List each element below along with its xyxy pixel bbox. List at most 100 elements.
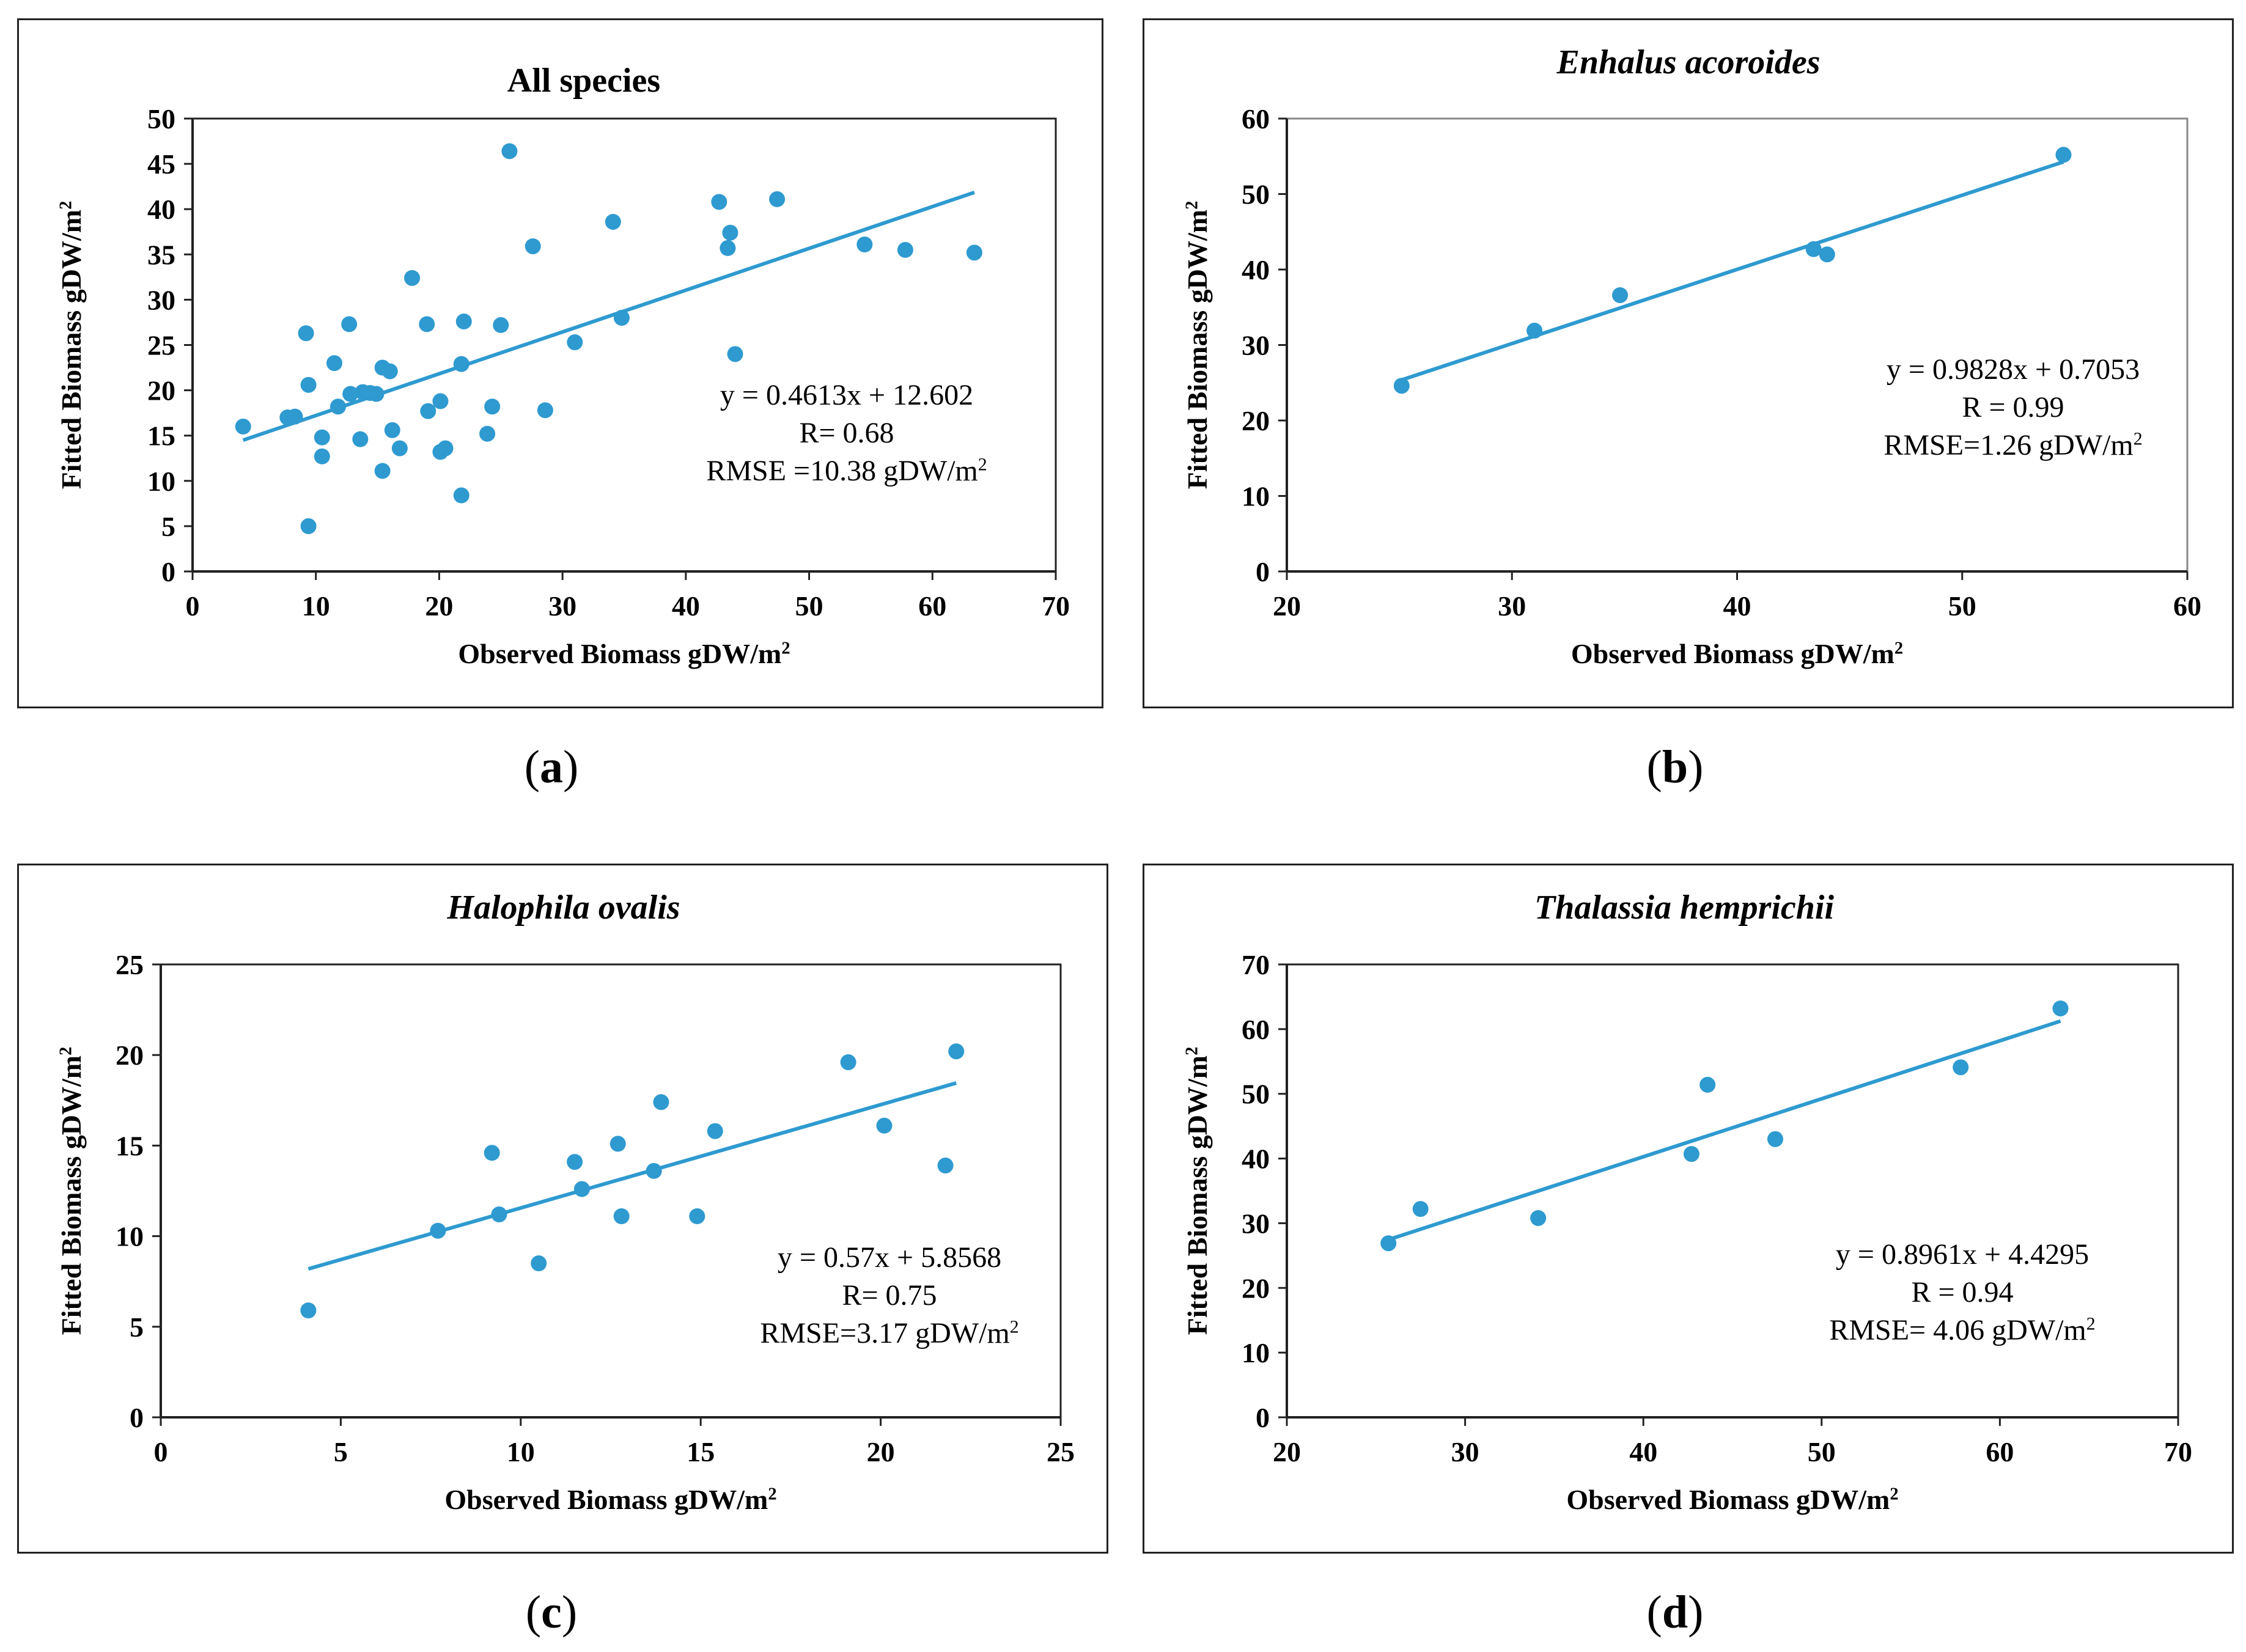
caption-b-letter: b	[1662, 741, 1688, 793]
unit-superscript: 2	[2086, 1314, 2096, 1334]
y-tick-label: 0	[1256, 1402, 1270, 1433]
data-point	[1526, 323, 1543, 339]
x-tick-label: 10	[507, 1436, 535, 1467]
data-point	[573, 1181, 590, 1197]
data-point	[341, 316, 358, 332]
data-point	[948, 1043, 965, 1060]
caption-b: (b)	[1646, 741, 1704, 793]
data-point	[937, 1158, 954, 1174]
chart-d: Thalassia hemprichii 0 10 20 30 40 50 60 70 20 30 4…	[1182, 889, 2192, 1515]
caption-a-letter: a	[540, 741, 563, 793]
x-tick-label: 30	[548, 590, 576, 622]
y-tick-label: 50	[1242, 1079, 1270, 1110]
plot-area	[1286, 117, 2189, 573]
y-tick-label: 0	[1256, 556, 1270, 587]
data-point	[455, 313, 472, 329]
data-point	[689, 1208, 705, 1224]
y-tick-label: 5	[130, 1312, 144, 1343]
y-tick-label: 0	[130, 1402, 144, 1433]
panel-b-frame	[1143, 18, 2234, 708]
y-tick-label: 50	[1242, 179, 1270, 210]
annotation-line-3: RMSE=1.26 gDW/m2	[1883, 429, 2142, 461]
y-tick-label: 25	[116, 949, 144, 980]
data-point	[300, 1302, 317, 1319]
annotation-line-3: RMSE= 4.06 gDW/m2	[1829, 1314, 2095, 1346]
unit-superscript: 2	[2134, 429, 2143, 449]
x-tick-label: 60	[918, 590, 946, 622]
y-tick-label: 25	[147, 330, 175, 361]
data-point	[1530, 1210, 1547, 1226]
x-axis-label: Observed Biomass gDW/m2	[458, 638, 790, 669]
data-point	[404, 270, 421, 286]
x-tick-label: 40	[1723, 590, 1751, 622]
x-tick-label: 30	[1451, 1436, 1479, 1467]
data-point	[420, 403, 436, 419]
x-tick-label: 25	[1047, 1436, 1075, 1467]
data-point	[384, 422, 400, 438]
x-tick-label: 0	[154, 1436, 168, 1467]
annotation-line-3: RMSE=3.17 gDW/m2	[760, 1317, 1018, 1349]
annotation-line-3: RMSE =10.38 gDW/m2	[706, 455, 987, 487]
data-point	[368, 386, 385, 402]
data-point	[727, 346, 743, 362]
x-tick-label: 70	[1042, 590, 1070, 622]
y-tick-label: 30	[147, 284, 175, 315]
y-tick-label: 15	[147, 420, 175, 452]
unit-superscript: 2	[768, 1485, 776, 1503]
data-point	[897, 241, 913, 258]
y-tick-label: 40	[1242, 1144, 1270, 1175]
data-point	[609, 1136, 626, 1152]
plot-area	[191, 117, 1057, 573]
data-point	[235, 418, 251, 435]
trend-line	[1388, 1019, 2061, 1242]
data-point	[1953, 1059, 1969, 1076]
annotation-line-2: R= 0.75	[842, 1279, 937, 1312]
panel-a-frame	[17, 18, 1103, 708]
x-tick-label: 60	[2173, 590, 2201, 622]
data-point	[381, 363, 398, 380]
data-point	[437, 440, 454, 457]
panel-c-frame	[17, 864, 1108, 1554]
caption-c: (c)	[525, 1587, 578, 1638]
data-point	[1699, 1076, 1716, 1093]
data-point	[352, 431, 369, 447]
chart-a: All species 0 5 10 15 20 25 30 35 40 45 50 0 10 20 30 40…	[56, 62, 1070, 669]
data-point	[298, 325, 314, 342]
chart-title: Enhalus acoroides	[1556, 43, 1821, 81]
data-point	[1683, 1146, 1699, 1162]
annotation-line-2: R = 0.94	[1911, 1276, 2013, 1309]
x-tick-label: 0	[186, 590, 200, 622]
y-tick-label: 20	[1242, 1272, 1270, 1304]
y-tick-label: 20	[1242, 405, 1270, 436]
y-tick-label: 10	[147, 466, 175, 497]
data-point	[300, 518, 317, 534]
data-point	[707, 1123, 723, 1139]
data-point	[314, 429, 330, 446]
unit-superscript: 2	[1890, 1485, 1898, 1503]
data-point	[300, 376, 317, 393]
data-point	[287, 408, 303, 425]
data-point	[1612, 287, 1629, 303]
annotation-line-2: R = 0.99	[1962, 391, 2064, 424]
data-point	[840, 1054, 856, 1071]
data-point	[491, 1206, 507, 1223]
unit-superscript: 2	[978, 455, 987, 475]
y-axis-label: Fitted Biomass gDW/m2	[56, 201, 87, 490]
x-tick-label: 5	[334, 1436, 348, 1467]
data-point	[653, 1094, 669, 1111]
data-point	[1819, 246, 1835, 263]
data-point	[1805, 241, 1822, 257]
data-point	[567, 1154, 583, 1170]
data-point	[314, 448, 330, 464]
data-point	[432, 393, 449, 409]
y-tick-label: 20	[116, 1040, 144, 1071]
y-tick-label: 40	[1242, 254, 1270, 285]
data-point	[342, 386, 359, 402]
data-point	[430, 1222, 446, 1239]
data-point	[453, 487, 469, 504]
y-tick-label: 5	[161, 511, 175, 542]
x-tick-label: 20	[1273, 590, 1301, 622]
x-tick-label: 50	[795, 590, 823, 622]
data-point	[391, 440, 408, 457]
data-point	[484, 1145, 500, 1161]
